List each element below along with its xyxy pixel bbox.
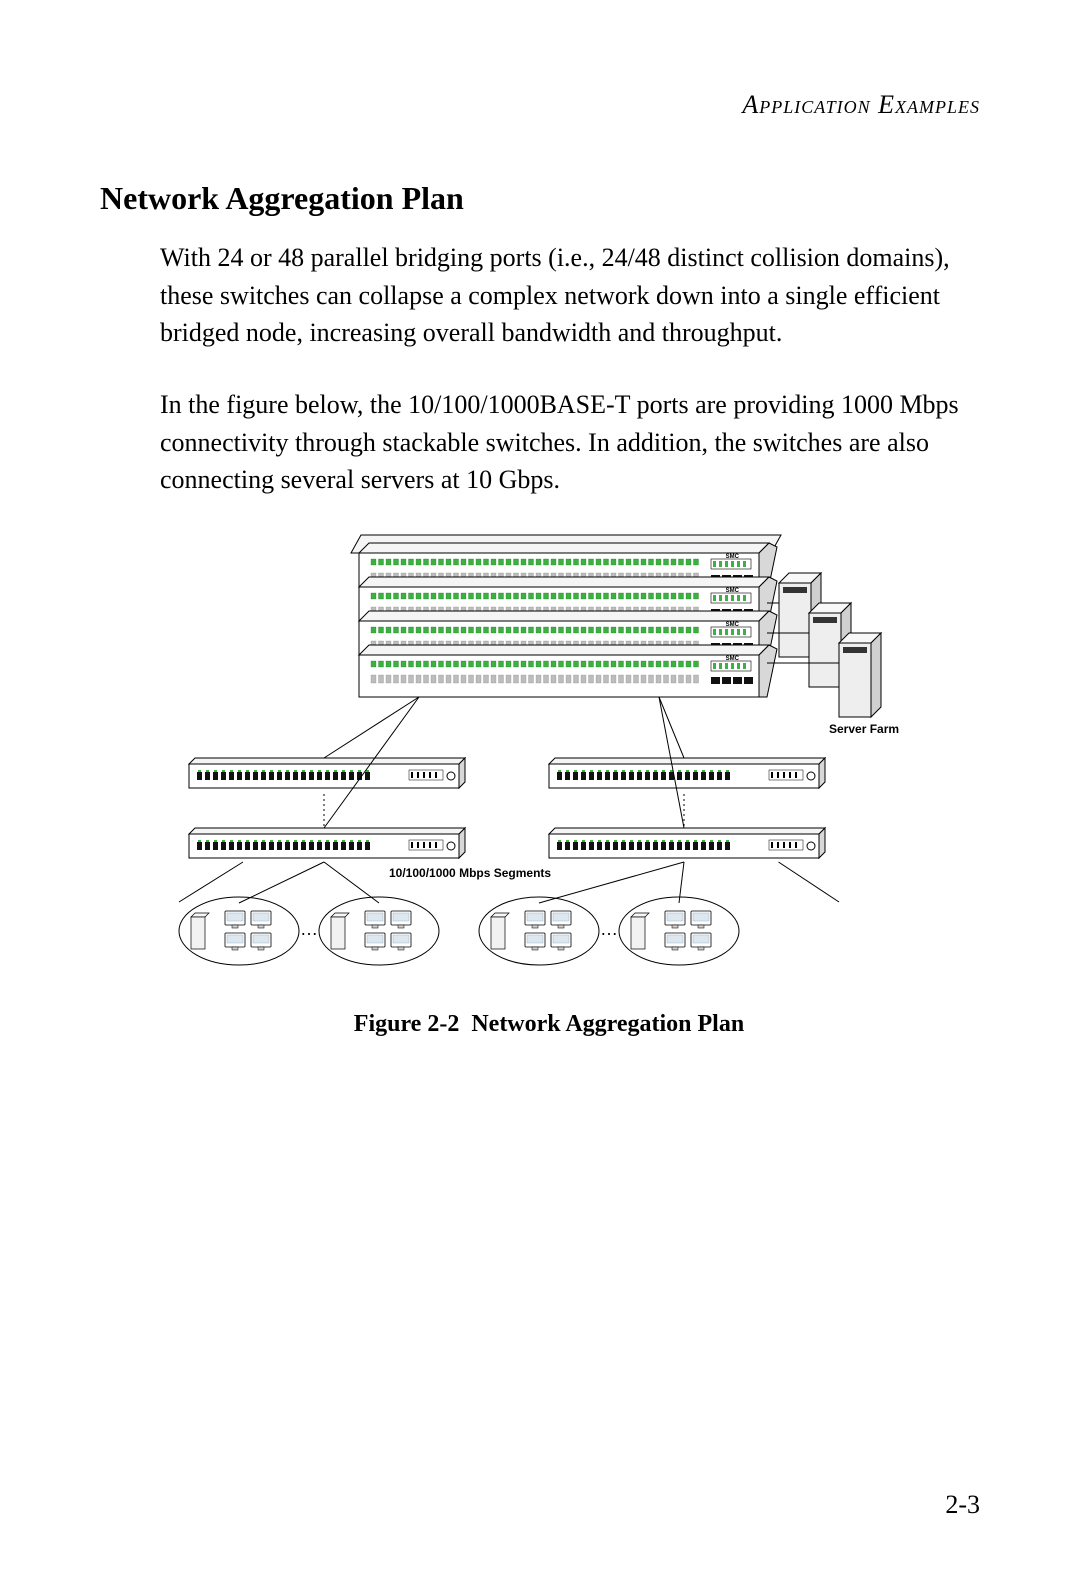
figure-number: Figure 2-2 <box>354 1011 460 1037</box>
network-diagram: SMC SMC SMC SMC Server Farm 10/100/1000 Mbps … <box>169 533 929 993</box>
running-head: Application Examples <box>100 90 980 120</box>
svg-text:Server Farm: Server Farm <box>829 722 899 736</box>
svg-text:SMC: SMC <box>726 622 740 628</box>
figure-container: SMC SMC SMC SMC Server Farm 10/100/1000 Mbps … <box>118 533 980 1038</box>
figure-caption: Figure 2-2 Network Aggregation Plan <box>118 1011 980 1038</box>
section-title: Network Aggregation Plan <box>100 180 980 217</box>
svg-text:SMC: SMC <box>726 554 740 560</box>
paragraph-2: In the figure below, the 10/100/1000BASE… <box>160 386 980 499</box>
figure-title: Network Aggregation Plan <box>471 1011 744 1037</box>
svg-text:…: … <box>300 919 318 939</box>
svg-text:SMC: SMC <box>726 588 740 594</box>
svg-text:…: … <box>600 919 618 939</box>
svg-text:10/100/1000 Mbps Segments: 10/100/1000 Mbps Segments <box>389 866 551 880</box>
svg-text:SMC: SMC <box>726 656 740 662</box>
page-number: 2-3 <box>945 1490 980 1520</box>
paragraph-1: With 24 or 48 parallel bridging ports (i… <box>160 239 980 352</box>
page: Application Examples Network Aggregation… <box>0 0 1080 1570</box>
